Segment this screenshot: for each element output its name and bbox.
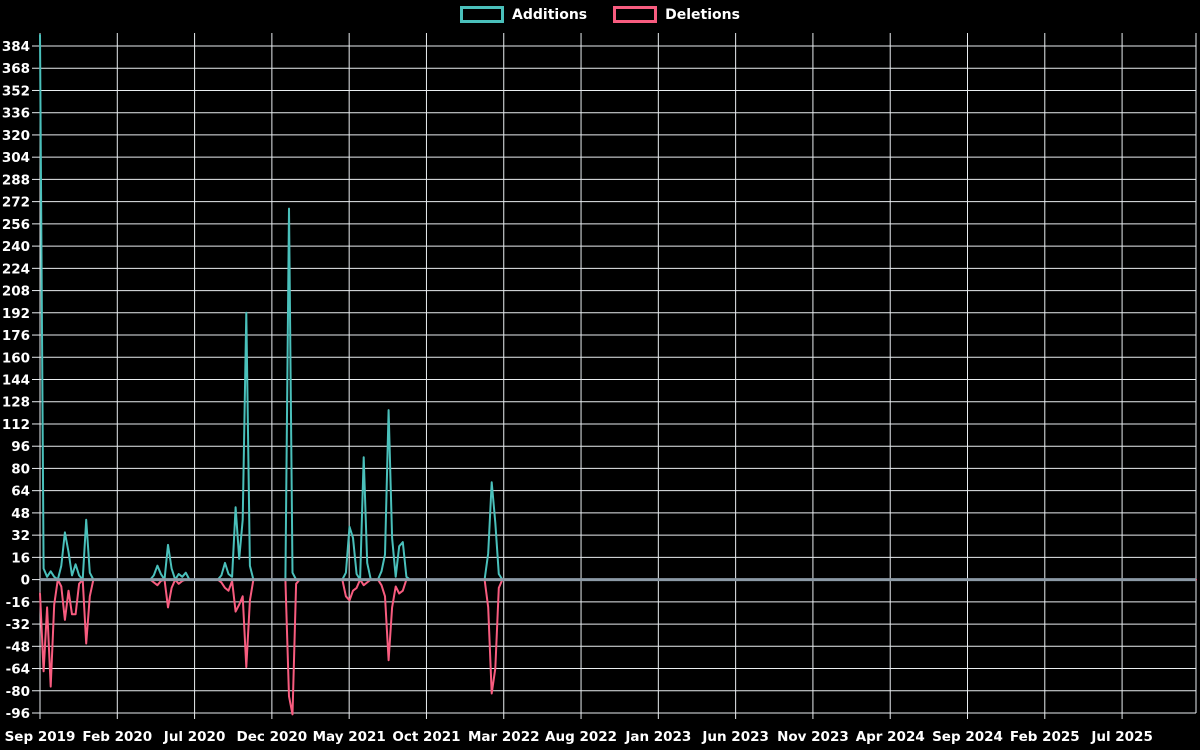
y-tick-label: 16 (11, 550, 30, 566)
x-tick-label: Nov 2023 (777, 729, 849, 745)
x-tick-label: Sep 2019 (5, 729, 76, 745)
x-tick-label: Jan 2023 (624, 729, 691, 745)
x-tick-label: Apr 2024 (856, 729, 925, 745)
y-tick-label: 320 (2, 128, 30, 144)
y-tick-label: 256 (2, 217, 30, 233)
y-tick-label: 384 (2, 39, 30, 55)
grid-lines (32, 33, 1197, 719)
y-axis-labels: -96 -80 -64 -48 -32 -16 0 16 32 48 64 80 96 112 128 144… (2, 39, 30, 722)
x-tick-label: Jun 2023 (701, 729, 769, 745)
y-tick-label: 112 (2, 417, 30, 433)
deletions-swatch (613, 6, 658, 23)
y-tick-label: -48 (6, 639, 30, 655)
x-tick-label: Jul 2020 (163, 729, 226, 745)
y-tick-label: 368 (2, 61, 30, 77)
y-tick-label: 32 (11, 528, 30, 544)
y-tick-label: 208 (2, 284, 30, 300)
y-tick-label: 176 (2, 328, 30, 344)
y-tick-label: -80 (6, 684, 30, 700)
y-tick-label: 128 (2, 395, 30, 411)
x-tick-label: Feb 2020 (82, 729, 152, 745)
y-tick-label: 304 (2, 150, 30, 166)
x-tick-label: Sep 2024 (932, 729, 1003, 745)
y-tick-label: 192 (2, 306, 30, 322)
chart-legend: Additions Deletions (0, 6, 1200, 23)
y-tick-label: 48 (11, 506, 30, 522)
x-tick-label: Dec 2020 (237, 729, 308, 745)
legend-item-additions[interactable]: Additions (460, 6, 587, 23)
additions-swatch (460, 6, 505, 23)
x-tick-label: Mar 2022 (468, 729, 539, 745)
y-tick-label: 224 (2, 261, 30, 277)
y-tick-label: 0 (21, 573, 30, 589)
y-tick-label: -16 (6, 595, 30, 611)
x-axis-labels: Sep 2019 Feb 2020 Jul 2020 Dec 2020 May 2021… (5, 729, 1153, 745)
series-additions (39, 33, 1197, 581)
y-tick-label: 352 (2, 83, 30, 99)
y-tick-label: -64 (6, 662, 30, 678)
series-deletions (39, 578, 1197, 716)
y-tick-label: -96 (6, 706, 30, 722)
legend-item-deletions[interactable]: Deletions (613, 6, 740, 23)
y-tick-label: 64 (11, 484, 30, 500)
y-tick-label: 144 (2, 373, 30, 389)
x-tick-label: May 2021 (313, 729, 386, 745)
x-tick-label: Aug 2022 (545, 729, 617, 745)
y-tick-label: 288 (2, 172, 30, 188)
x-tick-label: Feb 2025 (1010, 729, 1080, 745)
x-tick-label: Jul 2025 (1090, 729, 1153, 745)
x-tick-label: Oct 2021 (392, 729, 460, 745)
y-tick-label: 80 (11, 461, 30, 477)
legend-label-deletions: Deletions (665, 6, 740, 23)
y-tick-label: -32 (6, 617, 30, 633)
y-tick-label: 240 (2, 239, 30, 255)
y-tick-label: 160 (2, 350, 30, 366)
legend-label-additions: Additions (512, 6, 588, 23)
y-tick-label: 272 (2, 195, 30, 211)
y-tick-label: 96 (11, 439, 30, 455)
y-tick-label: 336 (2, 106, 30, 122)
